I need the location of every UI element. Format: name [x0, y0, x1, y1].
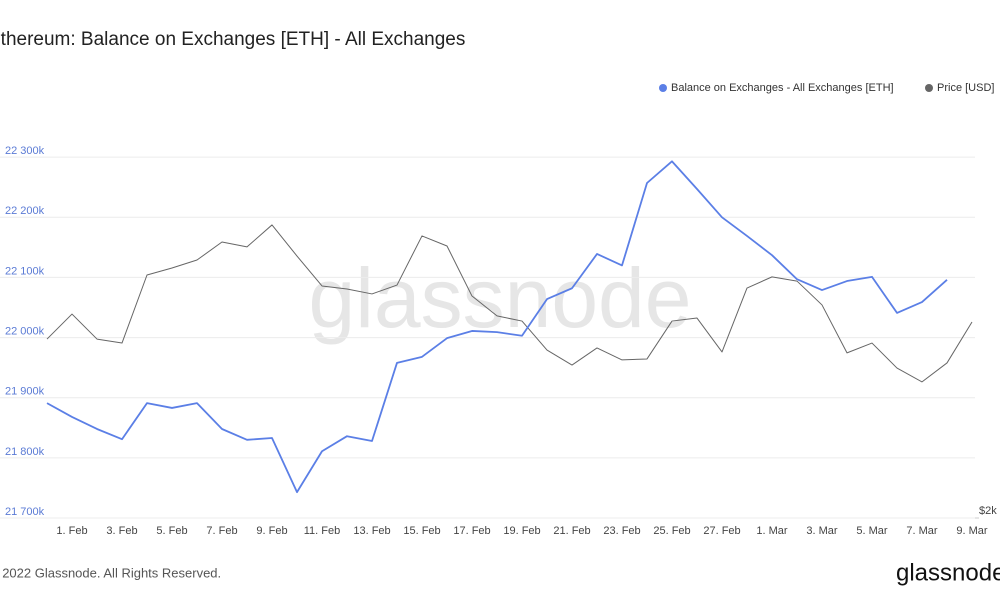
- y-tick-label: 21 800k: [5, 446, 45, 458]
- line-series: [46, 224, 973, 383]
- legend-marker: [659, 84, 667, 92]
- watermark: glassnode: [309, 251, 692, 345]
- x-tick-label: 11. Feb: [304, 525, 341, 537]
- x-tick-label: 13. Feb: [353, 525, 390, 537]
- y-tick-label: 22 300k: [5, 145, 45, 157]
- x-tick-label: 9. Feb: [256, 525, 287, 537]
- x-tick-label: 7. Feb: [206, 525, 237, 537]
- y-tick-label: 21 700k: [5, 506, 45, 518]
- x-tick-label: 3. Feb: [106, 525, 137, 537]
- x-tick-label: 17. Feb: [453, 525, 490, 537]
- legend-marker: [925, 84, 933, 92]
- y-tick-label: 22 100k: [5, 265, 45, 277]
- x-tick-label: 19. Feb: [503, 525, 540, 537]
- y-tick-label: 21 900k: [5, 386, 45, 398]
- x-tick-label: 5. Mar: [856, 525, 888, 537]
- logo: glassnode: [896, 559, 1000, 586]
- x-tick-label: 21. Feb: [553, 525, 590, 537]
- x-tick-label: 5. Feb: [156, 525, 187, 537]
- x-tick-label: 23. Feb: [603, 525, 640, 537]
- x-tick-label: 3. Mar: [806, 525, 838, 537]
- y-tick-label: 22 000k: [5, 325, 45, 337]
- line-series: [46, 160, 948, 494]
- x-tick-label: 25. Feb: [653, 525, 690, 537]
- x-tick-label: 27. Feb: [703, 525, 740, 537]
- chart-title: Ethereum: Balance on Exchanges [ETH] - A…: [0, 29, 465, 50]
- y-tick-label: 22 200k: [5, 205, 45, 217]
- footer: © 2022 Glassnode. All Rights Reserved.: [0, 565, 221, 580]
- x-tick-label: 1. Feb: [56, 525, 87, 537]
- x-tick-label: 9. Mar: [956, 525, 988, 537]
- y2-tick-label: $2k: [979, 505, 997, 517]
- x-tick-label: 1. Mar: [756, 525, 788, 537]
- x-tick-label: 15. Feb: [403, 525, 440, 537]
- x-tick-label: 7. Mar: [906, 525, 938, 537]
- legend-label[interactable]: Price [USD]: [937, 82, 994, 94]
- legend-label[interactable]: Balance on Exchanges - All Exchanges [ET…: [671, 82, 894, 94]
